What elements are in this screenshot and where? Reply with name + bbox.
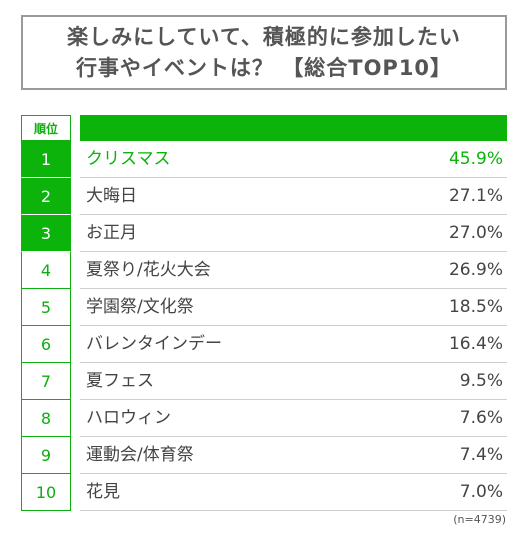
item-value: 7.0% [459, 482, 503, 502]
item-label: お正月 [86, 223, 137, 243]
table-row: 3 お正月 27.0% [21, 215, 507, 252]
item-label: 運動会/体育祭 [86, 445, 194, 465]
table-row: 7 夏フェス 9.5% [21, 363, 507, 400]
rank-cell: 10 [21, 474, 71, 511]
table-row: 6 バレンタインデー 16.4% [21, 326, 507, 363]
item-value: 7.4% [459, 445, 503, 465]
item-value: 16.4% [448, 334, 503, 354]
item-label: 夏祭り/花火大会 [86, 260, 211, 280]
rank-cell: 2 [21, 178, 71, 215]
item-label: ハロウィン [86, 408, 171, 428]
item-cell: バレンタインデー 16.4% [80, 326, 507, 363]
item-label: 花見 [86, 482, 120, 502]
rank-column-header: 順位 [21, 115, 71, 141]
rank-cell: 5 [21, 289, 71, 326]
table-header: 順位 [21, 115, 507, 141]
rank-cell: 9 [21, 437, 71, 474]
rank-cell: 7 [21, 363, 71, 400]
table-row: 8 ハロウィン 7.6% [21, 400, 507, 437]
chart-title-line-2: 行事やイベントは？ 【総合TOP10】 [75, 55, 453, 80]
item-label: クリスマス [86, 149, 171, 169]
item-value: 7.6% [459, 408, 503, 428]
header-bar [80, 115, 507, 141]
item-label: 大晦日 [86, 186, 137, 206]
item-cell: 花見 7.0% [80, 474, 507, 511]
item-cell: 学園祭/文化祭 18.5% [80, 289, 507, 326]
table-row: 1 クリスマス 45.9% [21, 141, 507, 178]
table-row: 5 学園祭/文化祭 18.5% [21, 289, 507, 326]
item-cell: お正月 27.0% [80, 215, 507, 252]
item-label: 学園祭/文化祭 [86, 297, 194, 317]
table-row: 9 運動会/体育祭 7.4% [21, 437, 507, 474]
item-value: 26.9% [448, 260, 503, 280]
item-cell: 夏フェス 9.5% [80, 363, 507, 400]
chart-title-line-1: 楽しみにしていて、積極的に参加したい [67, 24, 461, 49]
item-label: バレンタインデー [86, 334, 222, 354]
item-cell: 夏祭り/花火大会 26.9% [80, 252, 507, 289]
sample-size-note: (n=4739) [453, 513, 506, 526]
chart-title-box: 楽しみにしていて、積極的に参加したい 行事やイベントは？ 【総合TOP10】 [21, 15, 507, 90]
item-value: 27.1% [448, 186, 503, 206]
rank-cell: 8 [21, 400, 71, 437]
item-cell: クリスマス 45.9% [80, 141, 507, 178]
item-value: 18.5% [448, 297, 503, 317]
table-row: 2 大晦日 27.1% [21, 178, 507, 215]
item-label: 夏フェス [86, 371, 154, 391]
rank-cell: 1 [21, 141, 71, 178]
item-value: 27.0% [448, 223, 503, 243]
item-cell: 大晦日 27.1% [80, 178, 507, 215]
item-value: 45.9% [448, 149, 503, 169]
table-row: 4 夏祭り/花火大会 26.9% [21, 252, 507, 289]
rank-cell: 4 [21, 252, 71, 289]
rank-cell: 3 [21, 215, 71, 252]
ranking-table: 順位 1 クリスマス 45.9% 2 大晦日 27.1% 3 お正月 27.0%… [21, 115, 507, 511]
item-cell: 運動会/体育祭 7.4% [80, 437, 507, 474]
item-cell: ハロウィン 7.6% [80, 400, 507, 437]
table-row: 10 花見 7.0% [21, 474, 507, 511]
rank-cell: 6 [21, 326, 71, 363]
item-value: 9.5% [459, 371, 503, 391]
